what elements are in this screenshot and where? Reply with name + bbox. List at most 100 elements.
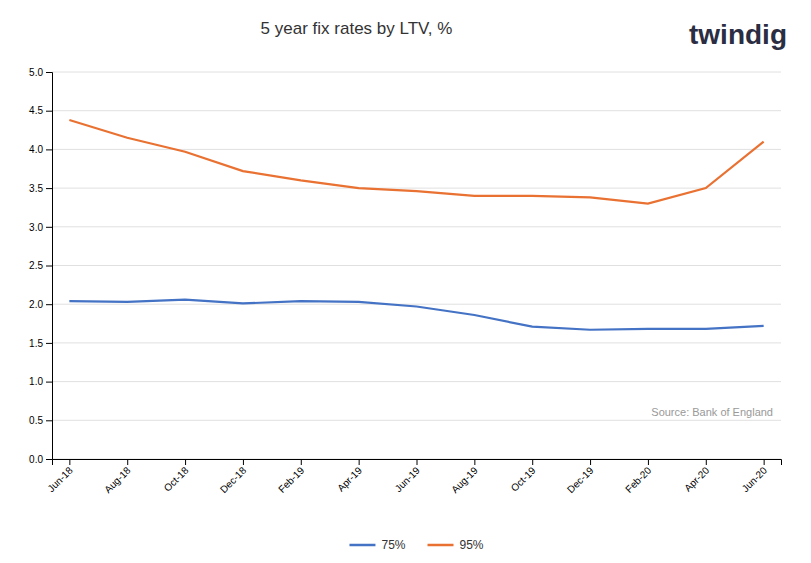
x-tick: Apr-19 (335, 459, 364, 494)
x-tick-label: Jun-18 (45, 464, 75, 494)
y-tick: 1.0 (29, 376, 52, 387)
y-tick: 1.5 (29, 338, 52, 349)
x-tick-mark (127, 459, 128, 465)
y-tick: 0.5 (29, 415, 52, 426)
grid-line (52, 149, 781, 150)
x-tick-mark (590, 459, 591, 465)
series-line (69, 120, 763, 204)
y-tick-mark (46, 420, 52, 421)
legend-item: 95% (428, 538, 484, 552)
x-tick-mark (532, 459, 533, 465)
grid-line (52, 381, 781, 382)
y-tick: 5.0 (29, 67, 52, 78)
x-tick: Jun-18 (45, 459, 75, 494)
grid-line (52, 110, 781, 111)
x-tick: Apr-20 (682, 459, 711, 494)
x-tick-mark (417, 459, 418, 465)
y-tick-mark (46, 72, 52, 73)
y-tick-label: 1.5 (29, 338, 43, 349)
y-tick-label: 5.0 (29, 67, 43, 78)
x-tick-mark (69, 459, 70, 465)
y-tick-label: 2.0 (29, 299, 43, 310)
y-tick-mark (46, 343, 52, 344)
legend-swatch (349, 544, 375, 547)
y-tick-label: 3.5 (29, 183, 43, 194)
x-tick: Jun-19 (393, 459, 423, 494)
x-tick: Feb-19 (276, 459, 306, 495)
legend-label: 75% (381, 538, 405, 552)
y-tick-mark (46, 382, 52, 383)
y-tick-label: 4.5 (29, 105, 43, 116)
x-tick-mark (359, 459, 360, 465)
x-tick-mark (648, 459, 649, 465)
grid-line (52, 188, 781, 189)
legend-item: 75% (349, 538, 405, 552)
legend-label: 95% (460, 538, 484, 552)
y-tick: 3.0 (29, 222, 52, 233)
x-tick-label: Oct-19 (509, 464, 538, 493)
x-tick-label: Feb-19 (276, 464, 306, 494)
y-tick: 0.0 (29, 454, 52, 465)
legend-swatch (428, 544, 454, 547)
grid-line (52, 72, 781, 73)
lines (69, 120, 763, 330)
x-tick-mark (764, 459, 765, 465)
plot-area: 0.0 0.5 1.0 1.5 2.0 2.5 3.0 3.5 4.0 4.5 5.0 Jun-18 A… (29, 67, 781, 496)
x-tick-label: Dec-19 (565, 464, 596, 495)
grid-line (52, 420, 781, 421)
y-tick: 2.0 (29, 299, 52, 310)
x-tick: Oct-19 (509, 459, 538, 494)
grid (52, 72, 781, 459)
x-tick-label: Aug-18 (102, 464, 133, 495)
source-note: Source: Bank of England (651, 406, 773, 418)
x-tick: Dec-18 (218, 459, 249, 495)
x-tick-mark (243, 459, 244, 465)
x-axis: Jun-18 Aug-18 Oct-18 Dec-18 Feb-19 Apr-19 Jun-… (45, 459, 781, 495)
y-tick-mark (46, 304, 52, 305)
x-tick: Jun-20 (740, 459, 770, 494)
x-tick: Feb-20 (623, 459, 653, 495)
legend: 75% 95% (349, 538, 483, 552)
y-tick-label: 2.5 (29, 260, 43, 271)
title: 5 year fix rates by LTV, % (261, 19, 453, 38)
x-tick-label: Aug-19 (449, 464, 480, 495)
y-tick-mark (46, 459, 52, 460)
x-tick: Oct-18 (162, 459, 191, 494)
y-tick-mark (46, 227, 52, 228)
y-tick-label: 4.0 (29, 144, 43, 155)
x-axis-line (53, 460, 782, 466)
y-axis-line (46, 73, 53, 460)
x-tick-label: Dec-18 (218, 464, 249, 495)
x-tick: Aug-18 (102, 459, 133, 495)
x-tick-mark (301, 459, 302, 465)
y-tick-label: 0.5 (29, 415, 43, 426)
y-tick: 3.5 (29, 183, 52, 194)
y-tick-label: 3.0 (29, 222, 43, 233)
x-tick: Aug-19 (449, 459, 480, 495)
grid-line (52, 342, 781, 343)
x-tick-mark (185, 459, 186, 465)
y-tick: 4.0 (29, 144, 52, 155)
x-tick-label: Jun-20 (740, 464, 770, 494)
y-tick: 4.5 (29, 105, 52, 116)
x-tick-label: Apr-20 (682, 464, 711, 493)
chart: 0.0 0.5 1.0 1.5 2.0 2.5 3.0 3.5 4.0 4.5 5.0 Jun-18 A… (0, 0, 811, 563)
grid-line (52, 304, 781, 305)
grid-line (52, 265, 781, 266)
y-tick-mark (46, 266, 52, 267)
x-tick-label: Apr-19 (335, 464, 364, 493)
y-axis: 0.0 0.5 1.0 1.5 2.0 2.5 3.0 3.5 4.0 4.5 5.0 (29, 67, 52, 465)
y-tick-mark (46, 188, 52, 189)
y-tick-label: 1.0 (29, 376, 43, 387)
y-tick-label: 0.0 (29, 454, 43, 465)
y-tick-mark (46, 149, 52, 150)
series-line (69, 300, 763, 330)
y-tick-mark (46, 111, 52, 112)
x-tick-label: Oct-18 (162, 464, 191, 493)
y-tick: 2.5 (29, 260, 52, 271)
x-tick-mark (474, 459, 475, 465)
x-tick-mark (706, 459, 707, 465)
grid-line (52, 226, 781, 227)
x-tick: Dec-19 (565, 459, 596, 495)
x-tick-label: Jun-19 (393, 464, 423, 494)
